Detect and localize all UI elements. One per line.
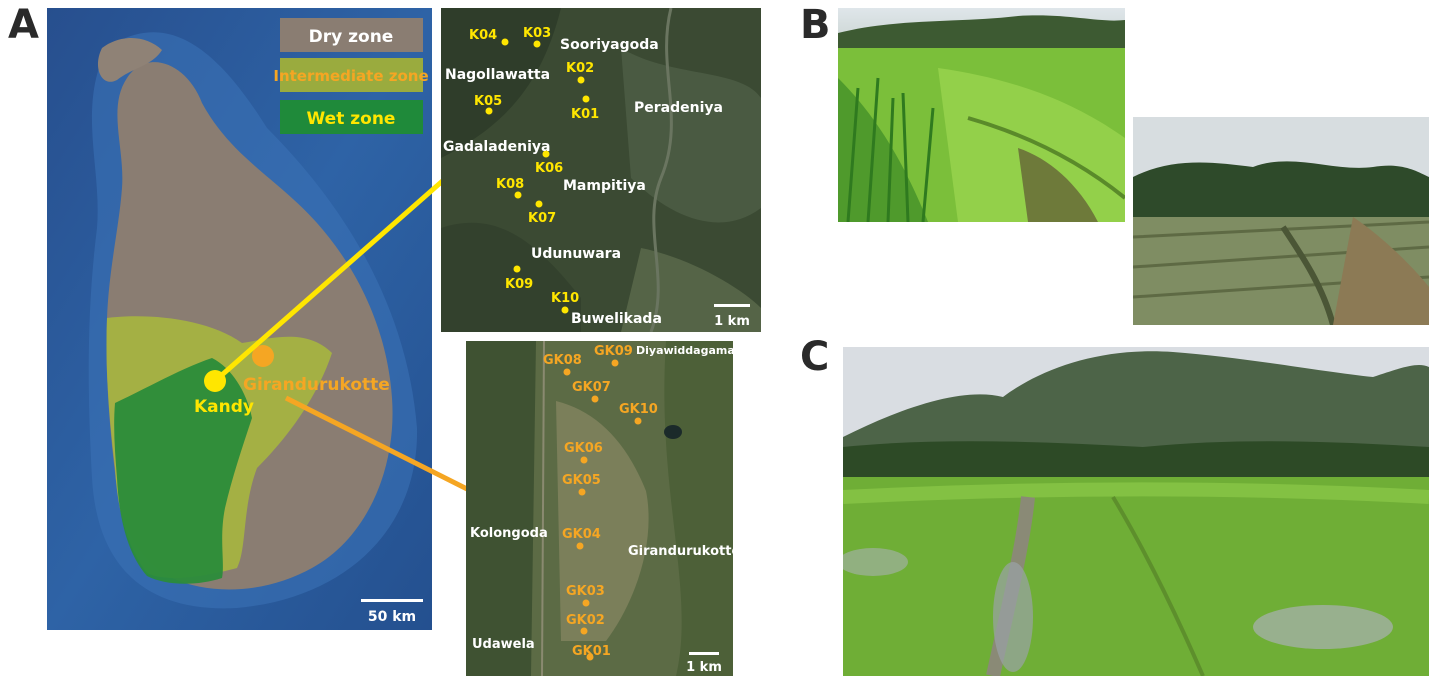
kandy-river	[649, 8, 673, 332]
site-label-k09: K09	[505, 277, 533, 292]
site-label-gk03: GK03	[566, 584, 605, 599]
site-label-gk04: GK04	[562, 527, 601, 542]
site-marker-gk02	[580, 627, 588, 635]
site-label-gk01: GK01	[572, 644, 611, 659]
site-label-k04: K04	[469, 28, 497, 43]
photo-terraced-paddy	[838, 8, 1125, 222]
site-marker-k06	[542, 150, 550, 158]
kandy-connector	[213, 168, 457, 383]
site-label-k02: K02	[566, 61, 594, 76]
site-label-gk08: GK08	[543, 353, 582, 368]
place-label-peradeniya: Peradeniya	[634, 100, 723, 116]
legend-wet-label: Wet zone	[307, 109, 396, 129]
kandy-label: Kandy	[194, 397, 254, 417]
girandurukotte-forest-left	[466, 341, 536, 676]
girandurukotte-label: Girandurukotte	[243, 375, 390, 395]
site-marker-k10	[561, 306, 569, 314]
site-marker-k08	[514, 191, 522, 199]
site-marker-gk01	[586, 653, 594, 661]
place-label-udunuwara: Udunuwara	[531, 246, 621, 262]
site-marker-gk03	[582, 599, 590, 607]
site-label-k05: K05	[474, 94, 502, 109]
kandy-terrain-light	[621, 48, 761, 223]
place-label-kolongoda: Kolongoda	[470, 526, 548, 541]
panel-label-a: A	[8, 2, 39, 48]
site-marker-gk07	[591, 395, 599, 403]
site-marker-k01	[582, 95, 590, 103]
site-marker-gk04	[576, 542, 584, 550]
girandurukotte-satellite-map: GK08 GK09 GK07 GK10 GK06 GK05 GK04 GK03 …	[466, 341, 733, 676]
girandurukotte-site-markers	[563, 359, 642, 661]
site-label-k08: K08	[496, 177, 524, 192]
island-scale-bar	[361, 599, 423, 602]
legend-intermediate-label: Intermediate zone	[273, 67, 428, 85]
place-label-mampitiya: Mampitiya	[563, 178, 646, 194]
site-label-gk10: GK10	[619, 402, 658, 417]
panel-label-b: B	[800, 2, 831, 48]
island-scale-label: 50 km	[368, 609, 416, 625]
site-label-gk07: GK07	[572, 380, 611, 395]
site-marker-gk06	[580, 456, 588, 464]
site-label-k07: K07	[528, 211, 556, 226]
kandy-site-markers	[485, 38, 590, 314]
girandurukotte-tank	[664, 425, 682, 439]
site-label-k06: K06	[535, 161, 563, 176]
kandy-terrain-dark	[441, 8, 561, 158]
site-label-gk05: GK05	[562, 473, 601, 488]
place-label-girandurukotte: Girandurukotte	[628, 544, 733, 559]
kandy-scale-bar	[714, 304, 750, 307]
site-marker-k07	[535, 200, 543, 208]
place-label-udawela: Udawela	[472, 637, 535, 652]
site-label-k10: K10	[551, 291, 579, 306]
site-marker-k05	[485, 107, 493, 115]
panel-label-c: C	[800, 334, 830, 380]
site-marker-k09	[513, 265, 521, 273]
sri-lanka-map: Dry zone Intermediate zone Wet zone Kand…	[47, 8, 432, 630]
site-marker-k04	[501, 38, 509, 46]
legend-intermediate-swatch	[280, 58, 423, 92]
kandy-terrain-dark-2	[441, 222, 581, 332]
girandurukotte-connector	[284, 395, 485, 500]
place-label-nagollawatta: Nagollawatta	[445, 67, 550, 83]
place-label-buwelikada: Buwelikada	[571, 311, 662, 327]
site-label-gk06: GK06	[564, 441, 603, 456]
site-marker-k03	[533, 40, 541, 48]
wet-zone	[114, 358, 252, 584]
girandurukotte-road	[541, 341, 545, 676]
site-label-k01: K01	[571, 107, 599, 122]
girandurukotte-scale-bar	[689, 652, 719, 655]
kandy-satellite-map: K04 K03 K02 K01 K05 K06 K08 K07 K09 K10 …	[441, 8, 761, 332]
photo-flooded-terraces	[1133, 117, 1429, 325]
site-marker-gk08	[563, 368, 571, 376]
site-label-gk02: GK02	[566, 613, 605, 628]
kandy-scale-label: 1 km	[714, 314, 750, 329]
site-marker-gk09	[611, 359, 619, 367]
legend-wet-swatch	[280, 100, 423, 134]
site-marker-k02	[577, 76, 585, 84]
site-label-k03: K03	[523, 26, 551, 41]
place-label-sooriyagoda: Sooriyagoda	[560, 37, 659, 53]
photo-rice-seedlings	[843, 347, 1429, 676]
girandurukotte-fields	[556, 401, 649, 641]
legend-dry-label: Dry zone	[309, 27, 394, 47]
site-marker-gk10	[634, 417, 642, 425]
girandurukotte-marker	[252, 345, 274, 367]
site-marker-gk05	[578, 488, 586, 496]
place-label-diyawiddagama: Diyawiddagama	[636, 344, 733, 357]
legend-dry-swatch	[280, 18, 423, 52]
site-label-gk09: GK09	[594, 344, 633, 359]
jaffna-peninsula	[97, 38, 162, 82]
girandurukotte-forest-right	[664, 341, 733, 676]
place-label-gadaladeniya: Gadaladeniya	[443, 139, 551, 155]
girandurukotte-scale-label: 1 km	[686, 660, 722, 675]
